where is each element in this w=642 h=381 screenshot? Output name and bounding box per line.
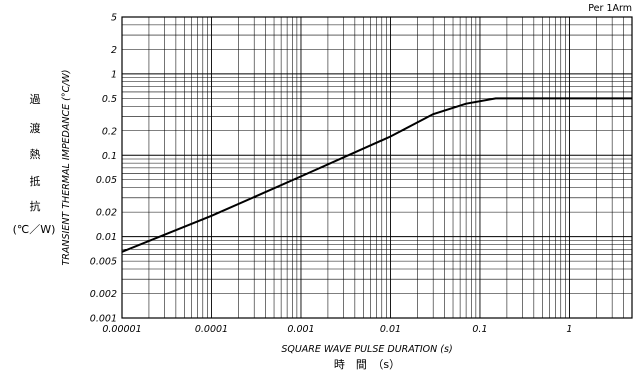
y-tick-label: 0.01 — [96, 232, 117, 243]
y-tick-label: 0.02 — [96, 208, 117, 219]
y-axis-label-jp-char: 過 — [30, 93, 41, 106]
y-tick-label: 0.2 — [102, 126, 117, 137]
y-axis-label-jp-char: 抗 — [30, 199, 41, 213]
y-tick-label: 0.005 — [90, 257, 117, 268]
chart-title: Per 1Arm — [588, 3, 632, 14]
y-tick-label: 5 — [111, 13, 117, 24]
x-tick-label: 0.001 — [287, 324, 314, 335]
y-tick-label: 0.001 — [90, 314, 117, 325]
y-tick-label: 0.5 — [102, 94, 117, 105]
x-tick-label: 0.1 — [472, 324, 487, 335]
y-tick-label: 1 — [111, 69, 117, 80]
y-axis-label: TRANSIENT THERMAL IMPEDANCE (°C/W) — [61, 69, 72, 265]
y-tick-label: 2 — [111, 45, 117, 56]
y-tick-label: 0.05 — [96, 175, 117, 186]
y-axis-label-jp-unit: (℃／W) — [13, 223, 56, 236]
y-axis-label-jp-char: 抵 — [30, 174, 41, 188]
y-tick-label: 0.1 — [102, 151, 117, 162]
x-tick-label: 1 — [566, 324, 572, 335]
x-tick-label: 0.00001 — [102, 324, 141, 335]
x-axis-label: SQUARE WAVE PULSE DURATION (s) — [281, 344, 452, 355]
y-axis-label-jp-char: 熱 — [30, 148, 41, 161]
y-axis-label-jp-char: 渡 — [30, 121, 41, 135]
y-tick-label: 0.002 — [90, 289, 117, 300]
x-tick-label: 0.01 — [380, 324, 401, 335]
x-axis-label-jp: 時 間 （s） — [334, 358, 400, 371]
x-tick-label: 0.0001 — [195, 324, 228, 335]
